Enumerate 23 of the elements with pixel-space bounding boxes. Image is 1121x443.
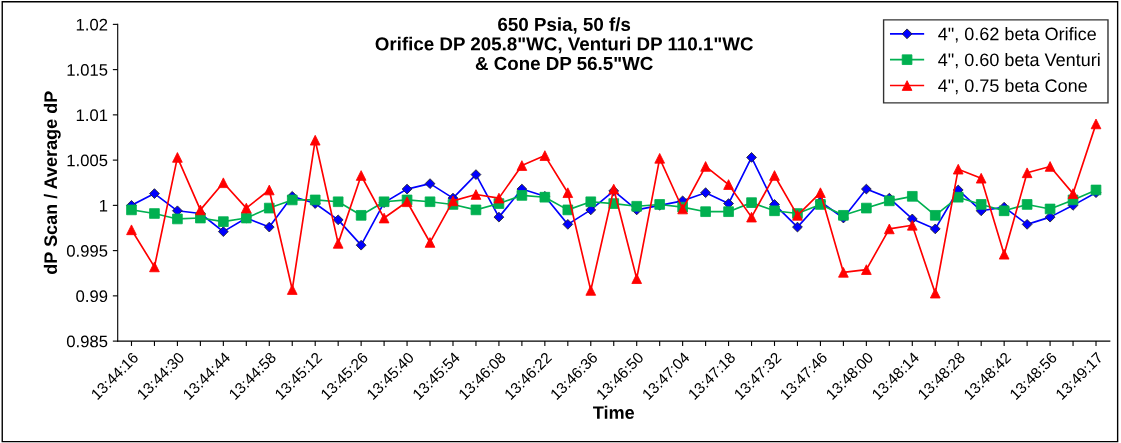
point	[631, 273, 642, 284]
y-tick-label: 1.015	[67, 64, 108, 76]
y-axis-title: dP Scan / Average dP	[43, 91, 61, 274]
y-tick-label: 0.99	[76, 290, 108, 303]
point	[631, 200, 642, 212]
legend-label: 4", 0.62 beta Orifice	[938, 27, 1096, 43]
legend-label: 4", 0.75 beta Cone	[938, 78, 1087, 95]
point	[998, 205, 1010, 217]
y-tick-label: 1.02	[76, 18, 108, 31]
point	[218, 216, 229, 227]
point	[355, 210, 367, 221]
y-tick-label: 1.01	[76, 109, 108, 122]
point	[424, 196, 436, 208]
point	[585, 196, 597, 208]
y-tick-label: 0.995	[66, 245, 108, 257]
text: 650 Psia, 50 f/s Orifice DP 205.8"WC, Venturi DP 110.1"WC & Cone DP 56.5"WC	[375, 17, 753, 71]
y-tick-label: 1.005	[67, 154, 108, 167]
y-tick-label: 0.985	[66, 335, 108, 348]
point	[562, 187, 574, 198]
legend-label: 4", 0.60 beta Venturi	[938, 52, 1100, 69]
point	[286, 194, 298, 206]
y-tick-label: 1	[99, 199, 108, 212]
x-axis-title: Time	[593, 405, 635, 419]
